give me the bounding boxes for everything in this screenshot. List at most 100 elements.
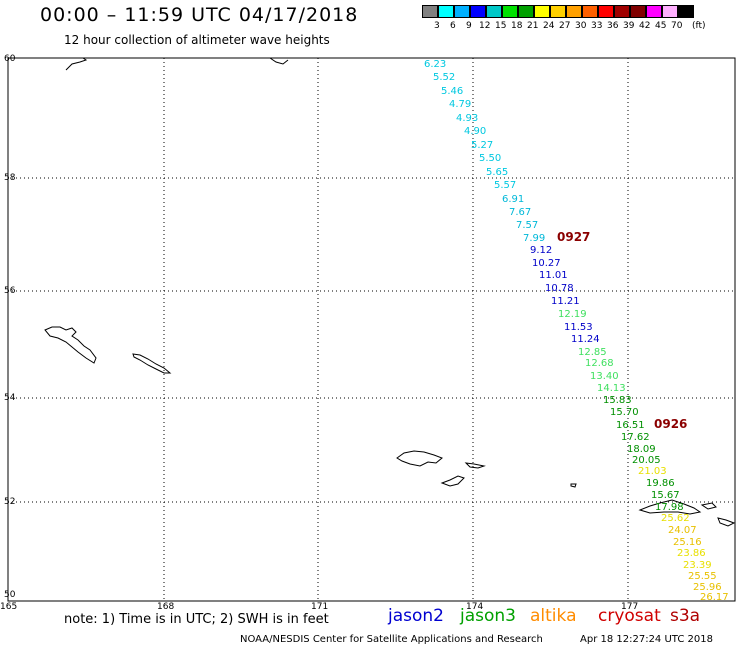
lat-tick: 58 bbox=[4, 173, 16, 183]
wave-height-label: 25.55 bbox=[688, 571, 717, 582]
map-title: 00:00 – 11:59 UTC 04/17/2018 bbox=[40, 4, 359, 26]
wave-height-label: 14.13 bbox=[597, 383, 626, 394]
wave-height-label: 5.50 bbox=[479, 153, 501, 164]
wave-height-label: 11.24 bbox=[571, 334, 600, 345]
scale-label: 21 bbox=[527, 21, 539, 31]
scale-label: 12 bbox=[479, 21, 491, 31]
lat-tick: 54 bbox=[4, 393, 16, 403]
scale-swatch bbox=[502, 5, 518, 18]
wave-height-label: 9.12 bbox=[530, 245, 552, 256]
lat-tick: 50 bbox=[4, 590, 16, 600]
units-note: note: 1) Time is in UTC; 2) SWH is in fe… bbox=[64, 612, 329, 627]
scale-label: 18 bbox=[511, 21, 523, 31]
pass-time-label: 0927 bbox=[557, 230, 590, 244]
scale-label: 3 bbox=[434, 21, 440, 31]
color-scale-labels: 3 6 9 12 15 18 21 24 27 30 33 36 39 42 45 70 (ft) bbox=[422, 21, 740, 35]
lat-tick: 52 bbox=[4, 497, 16, 507]
scale-label: 70 bbox=[671, 21, 683, 31]
scale-swatch bbox=[566, 5, 582, 18]
legend-jason3: jason3 bbox=[460, 606, 516, 626]
scale-label: 30 bbox=[575, 21, 587, 31]
footer-credit: NOAA/NESDIS Center for Satellite Applica… bbox=[240, 634, 543, 645]
map-frame bbox=[7, 57, 736, 602]
wave-height-label: 19.86 bbox=[646, 478, 675, 489]
scale-label: 39 bbox=[623, 21, 635, 31]
scale-label: 33 bbox=[591, 21, 603, 31]
wave-height-label: 21.03 bbox=[638, 466, 667, 477]
scale-swatch bbox=[614, 5, 630, 18]
wave-height-label: 4.93 bbox=[456, 113, 478, 124]
wave-height-label: 6.91 bbox=[502, 194, 524, 205]
pass-time-label: 0926 bbox=[654, 417, 687, 431]
wave-height-label: 25.16 bbox=[673, 537, 702, 548]
legend-cryosat: cryosat bbox=[598, 606, 661, 626]
legend-altika: altika bbox=[530, 606, 577, 626]
scale-label: 15 bbox=[495, 21, 507, 31]
wave-height-label: 25.96 bbox=[693, 582, 722, 593]
wave-height-label: 17.62 bbox=[621, 432, 650, 443]
scale-swatch bbox=[646, 5, 662, 18]
scale-label: 42 bbox=[639, 21, 651, 31]
wave-height-label: 11.53 bbox=[564, 322, 593, 333]
scale-swatch bbox=[454, 5, 470, 18]
lon-tick: 174 bbox=[466, 602, 484, 612]
scale-label: 45 bbox=[655, 21, 667, 31]
scale-swatch bbox=[438, 5, 454, 18]
wave-height-label: 15.83 bbox=[603, 395, 632, 406]
wave-height-label: 17.98 bbox=[655, 502, 684, 513]
wave-height-label: 23.86 bbox=[677, 548, 706, 559]
pass-time-labels: 0927 0926 bbox=[557, 230, 687, 431]
map-subtitle: 12 hour collection of altimeter wave hei… bbox=[64, 33, 330, 47]
scale-swatch bbox=[550, 5, 566, 18]
wave-height-label: 15.70 bbox=[610, 407, 639, 418]
wave-height-label: 7.67 bbox=[509, 207, 531, 218]
wave-height-label: 7.99 bbox=[523, 233, 545, 244]
wave-height-label: 11.01 bbox=[539, 270, 568, 281]
scale-swatch bbox=[470, 5, 486, 18]
scale-label: (ft) bbox=[692, 21, 706, 31]
lon-tick: 165 bbox=[0, 602, 18, 612]
graticule bbox=[8, 58, 735, 601]
scale-label: 24 bbox=[543, 21, 555, 31]
wave-height-labels: 6.23 5.52 5.46 4.79 4.93 4.90 5.27 5.50 5.65 5.57… bbox=[424, 59, 729, 603]
wave-height-label: 15.67 bbox=[651, 490, 680, 501]
scale-swatch bbox=[630, 5, 646, 18]
wave-height-label: 25.62 bbox=[661, 513, 690, 524]
scale-swatch bbox=[486, 5, 502, 18]
wave-height-label: 16.51 bbox=[616, 420, 645, 431]
scale-label: 6 bbox=[450, 21, 456, 31]
scale-swatch bbox=[582, 5, 598, 18]
wave-height-label: 5.52 bbox=[433, 72, 455, 83]
lat-tick: 60 bbox=[4, 54, 16, 64]
wave-height-label: 12.19 bbox=[558, 309, 587, 320]
scale-swatch bbox=[678, 5, 694, 18]
wave-height-label: 4.90 bbox=[464, 126, 486, 137]
scale-swatch bbox=[662, 5, 678, 18]
wave-height-label: 4.79 bbox=[449, 99, 471, 110]
scale-label: 36 bbox=[607, 21, 619, 31]
lon-tick: 168 bbox=[157, 602, 175, 612]
scale-swatch bbox=[534, 5, 550, 18]
lon-tick: 177 bbox=[621, 602, 639, 612]
scale-swatch bbox=[422, 5, 438, 18]
scale-label: 9 bbox=[466, 21, 472, 31]
wave-height-label: 10.78 bbox=[545, 283, 574, 294]
wave-height-label: 18.09 bbox=[627, 444, 656, 455]
wave-height-label: 5.57 bbox=[494, 180, 516, 191]
wave-height-label: 5.65 bbox=[486, 167, 508, 178]
wave-height-label: 5.46 bbox=[441, 86, 463, 97]
legend-jason2: jason2 bbox=[388, 606, 444, 626]
wave-height-label: 6.23 bbox=[424, 59, 446, 70]
wave-height-label: 11.21 bbox=[551, 296, 580, 307]
wave-height-label: 24.07 bbox=[668, 525, 697, 536]
scale-swatch bbox=[518, 5, 534, 18]
scale-swatch bbox=[598, 5, 614, 18]
wave-height-label: 7.57 bbox=[516, 220, 538, 231]
wave-height-label: 12.85 bbox=[578, 347, 607, 358]
legend-s3a: s3a bbox=[670, 606, 701, 626]
color-scale bbox=[422, 5, 694, 18]
wave-height-label: 26.17 bbox=[700, 592, 729, 603]
footer-timestamp: Apr 18 12:27:24 UTC 2018 bbox=[580, 634, 713, 645]
scale-label: 27 bbox=[559, 21, 571, 31]
